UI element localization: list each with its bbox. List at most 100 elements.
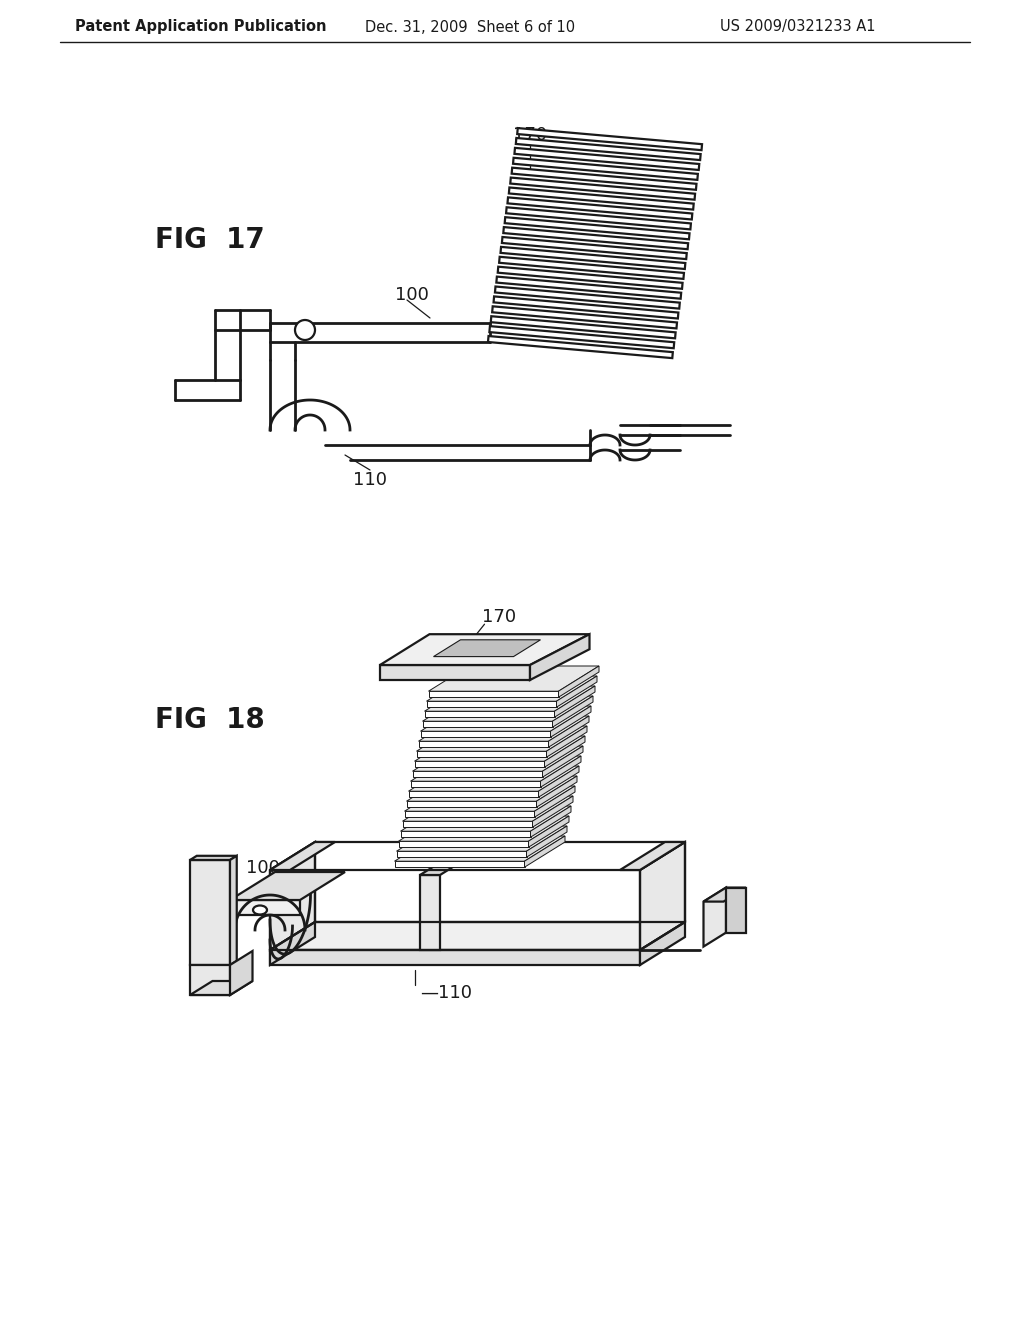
Text: 170: 170 bbox=[482, 609, 516, 626]
Polygon shape bbox=[510, 178, 695, 199]
Polygon shape bbox=[620, 842, 685, 870]
Polygon shape bbox=[402, 821, 532, 828]
Polygon shape bbox=[417, 751, 547, 758]
Text: Patent Application Publication: Patent Application Publication bbox=[75, 20, 327, 34]
Polygon shape bbox=[535, 785, 575, 817]
Polygon shape bbox=[499, 257, 684, 279]
Polygon shape bbox=[400, 832, 530, 837]
Polygon shape bbox=[508, 198, 692, 219]
Polygon shape bbox=[726, 887, 746, 933]
Polygon shape bbox=[380, 665, 530, 680]
Polygon shape bbox=[547, 726, 587, 758]
Polygon shape bbox=[400, 807, 571, 832]
Polygon shape bbox=[703, 887, 726, 946]
Text: FIG  17: FIG 17 bbox=[155, 226, 265, 253]
Polygon shape bbox=[415, 762, 545, 767]
Polygon shape bbox=[270, 842, 315, 950]
Polygon shape bbox=[421, 706, 591, 731]
Polygon shape bbox=[409, 791, 539, 797]
Polygon shape bbox=[423, 721, 553, 727]
Polygon shape bbox=[493, 306, 677, 329]
Polygon shape bbox=[415, 737, 585, 762]
Polygon shape bbox=[541, 756, 581, 787]
Polygon shape bbox=[419, 715, 589, 742]
Polygon shape bbox=[427, 701, 556, 708]
Polygon shape bbox=[409, 766, 579, 791]
Polygon shape bbox=[524, 836, 565, 867]
Polygon shape bbox=[530, 634, 590, 680]
Polygon shape bbox=[428, 692, 558, 697]
Polygon shape bbox=[420, 875, 440, 950]
Polygon shape bbox=[413, 746, 583, 771]
Polygon shape bbox=[512, 168, 696, 190]
Polygon shape bbox=[517, 128, 702, 150]
Ellipse shape bbox=[253, 906, 267, 915]
Polygon shape bbox=[230, 900, 300, 915]
Polygon shape bbox=[501, 247, 685, 269]
Polygon shape bbox=[190, 855, 237, 861]
Text: FIG  18: FIG 18 bbox=[155, 706, 265, 734]
Polygon shape bbox=[270, 921, 315, 965]
Polygon shape bbox=[398, 816, 569, 841]
Polygon shape bbox=[505, 218, 689, 239]
Polygon shape bbox=[404, 785, 575, 812]
Polygon shape bbox=[530, 807, 571, 837]
Polygon shape bbox=[545, 737, 585, 767]
Polygon shape bbox=[526, 826, 567, 857]
Polygon shape bbox=[396, 851, 526, 857]
Polygon shape bbox=[190, 861, 230, 965]
Polygon shape bbox=[532, 796, 573, 828]
Polygon shape bbox=[394, 836, 565, 861]
Polygon shape bbox=[543, 746, 583, 777]
Polygon shape bbox=[230, 873, 345, 900]
Polygon shape bbox=[394, 861, 524, 867]
Polygon shape bbox=[558, 667, 599, 697]
Polygon shape bbox=[640, 921, 685, 965]
Polygon shape bbox=[270, 950, 640, 965]
Circle shape bbox=[295, 319, 315, 341]
Polygon shape bbox=[433, 640, 541, 656]
Polygon shape bbox=[555, 686, 595, 717]
Text: 100: 100 bbox=[395, 286, 429, 304]
Polygon shape bbox=[425, 686, 595, 711]
Polygon shape bbox=[425, 711, 555, 717]
Polygon shape bbox=[407, 801, 537, 808]
Text: 100: 100 bbox=[246, 859, 280, 876]
Polygon shape bbox=[423, 696, 593, 721]
Polygon shape bbox=[402, 796, 573, 821]
Polygon shape bbox=[230, 855, 237, 965]
Polygon shape bbox=[398, 841, 528, 847]
Polygon shape bbox=[703, 887, 746, 902]
Text: 110: 110 bbox=[353, 471, 387, 488]
Polygon shape bbox=[270, 921, 685, 950]
Polygon shape bbox=[404, 812, 535, 817]
Text: Dec. 31, 2009  Sheet 6 of 10: Dec. 31, 2009 Sheet 6 of 10 bbox=[365, 20, 575, 34]
Polygon shape bbox=[230, 950, 253, 995]
Polygon shape bbox=[513, 158, 698, 180]
Polygon shape bbox=[537, 776, 577, 808]
Polygon shape bbox=[407, 776, 577, 801]
Polygon shape bbox=[411, 781, 541, 787]
Polygon shape bbox=[539, 766, 579, 797]
Polygon shape bbox=[190, 981, 253, 995]
Polygon shape bbox=[413, 771, 543, 777]
Polygon shape bbox=[551, 706, 591, 737]
Polygon shape bbox=[504, 227, 688, 249]
Polygon shape bbox=[421, 731, 551, 737]
Polygon shape bbox=[427, 676, 597, 701]
Polygon shape bbox=[396, 826, 567, 851]
Text: US 2009/0321233 A1: US 2009/0321233 A1 bbox=[720, 20, 876, 34]
Polygon shape bbox=[420, 847, 485, 875]
Polygon shape bbox=[640, 842, 685, 950]
Polygon shape bbox=[494, 297, 678, 318]
Polygon shape bbox=[490, 317, 676, 338]
Polygon shape bbox=[380, 634, 590, 665]
Polygon shape bbox=[514, 148, 699, 170]
Text: —110: —110 bbox=[420, 983, 472, 1002]
Polygon shape bbox=[411, 756, 581, 781]
Polygon shape bbox=[495, 286, 680, 309]
Polygon shape bbox=[553, 696, 593, 727]
Polygon shape bbox=[502, 238, 687, 259]
Text: 170: 170 bbox=[513, 125, 547, 144]
Polygon shape bbox=[190, 965, 230, 995]
